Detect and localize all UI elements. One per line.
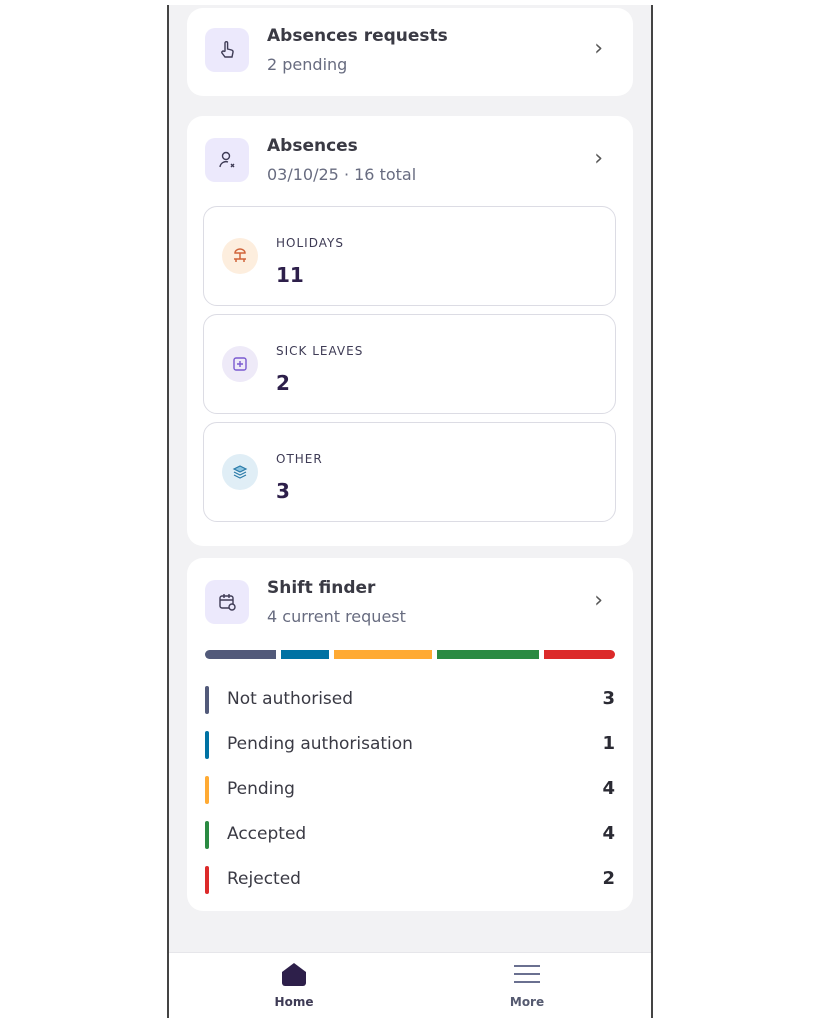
- bar-segment-pending-authorisation: [281, 650, 329, 659]
- menu-icon: [514, 965, 540, 983]
- user-x-icon: [205, 138, 249, 182]
- card-subtitle: 2 pending: [267, 55, 348, 74]
- status-row: Pending authorisation 1: [205, 731, 615, 759]
- nav-label: More: [509, 995, 545, 1009]
- chevron-right-icon[interactable]: ›: [594, 588, 603, 613]
- card-title: Shift finder: [267, 578, 376, 598]
- absence-label: OTHER: [276, 452, 323, 466]
- nav-home[interactable]: Home: [234, 961, 354, 1009]
- medical-icon: [222, 346, 258, 382]
- nav-more[interactable]: More: [467, 961, 587, 1009]
- absence-type-other[interactable]: OTHER 3: [203, 422, 616, 522]
- status-color-line: [205, 821, 209, 849]
- absence-type-holidays[interactable]: HOLIDAYS 11: [203, 206, 616, 306]
- status-distribution-bar: [205, 650, 615, 659]
- absence-value: 11: [276, 263, 304, 287]
- status-color-line: [205, 866, 209, 894]
- bar-segment-pending: [334, 650, 432, 659]
- bar-segment-not-authorised: [205, 650, 276, 659]
- chevron-right-icon[interactable]: ›: [594, 36, 603, 61]
- phone-screen: Absences requests 2 pending › Absences 0…: [167, 5, 653, 1018]
- absence-value: 3: [276, 479, 290, 503]
- status-count: 4: [602, 778, 615, 799]
- absence-type-sick-leaves[interactable]: SICK LEAVES 2: [203, 314, 616, 414]
- status-label: Rejected: [227, 869, 301, 889]
- status-count: 1: [602, 733, 615, 754]
- absence-label: HOLIDAYS: [276, 236, 344, 250]
- hand-pointer-icon: [205, 28, 249, 72]
- status-color-line: [205, 776, 209, 804]
- home-icon: [282, 963, 306, 986]
- status-label: Pending authorisation: [227, 734, 413, 754]
- card-subtitle: 03/10/25 · 16 total: [267, 165, 417, 184]
- absences-card: Absences 03/10/25 · 16 total › HOLIDAYS …: [187, 116, 633, 546]
- status-label: Accepted: [227, 824, 307, 844]
- layers-icon: [222, 454, 258, 490]
- chevron-right-icon[interactable]: ›: [594, 146, 603, 171]
- bottom-nav: Home More: [169, 952, 651, 1018]
- status-label: Not authorised: [227, 689, 354, 709]
- status-color-line: [205, 686, 209, 714]
- status-row: Pending 4: [205, 776, 615, 804]
- status-count: 2: [602, 868, 615, 889]
- status-row: Not authorised 3: [205, 686, 615, 714]
- calendar-clock-icon: [205, 580, 249, 624]
- absence-label: SICK LEAVES: [276, 344, 364, 358]
- status-label: Pending: [227, 779, 295, 799]
- status-color-line: [205, 731, 209, 759]
- bar-segment-accepted: [437, 650, 539, 659]
- card-subtitle: 4 current request: [267, 607, 406, 626]
- nav-label: Home: [274, 995, 314, 1009]
- beach-chair-icon: [222, 238, 258, 274]
- absence-value: 2: [276, 371, 290, 395]
- absence-requests-card[interactable]: Absences requests 2 pending ›: [187, 8, 633, 96]
- status-count: 3: [602, 688, 615, 709]
- card-title: Absences requests: [267, 26, 448, 46]
- shift-finder-card: Shift finder 4 current request › Not aut…: [187, 558, 633, 911]
- bar-segment-rejected: [544, 650, 615, 659]
- card-title: Absences: [267, 136, 358, 156]
- status-row: Rejected 2: [205, 866, 615, 894]
- status-row: Accepted 4: [205, 821, 615, 849]
- status-count: 4: [602, 823, 615, 844]
